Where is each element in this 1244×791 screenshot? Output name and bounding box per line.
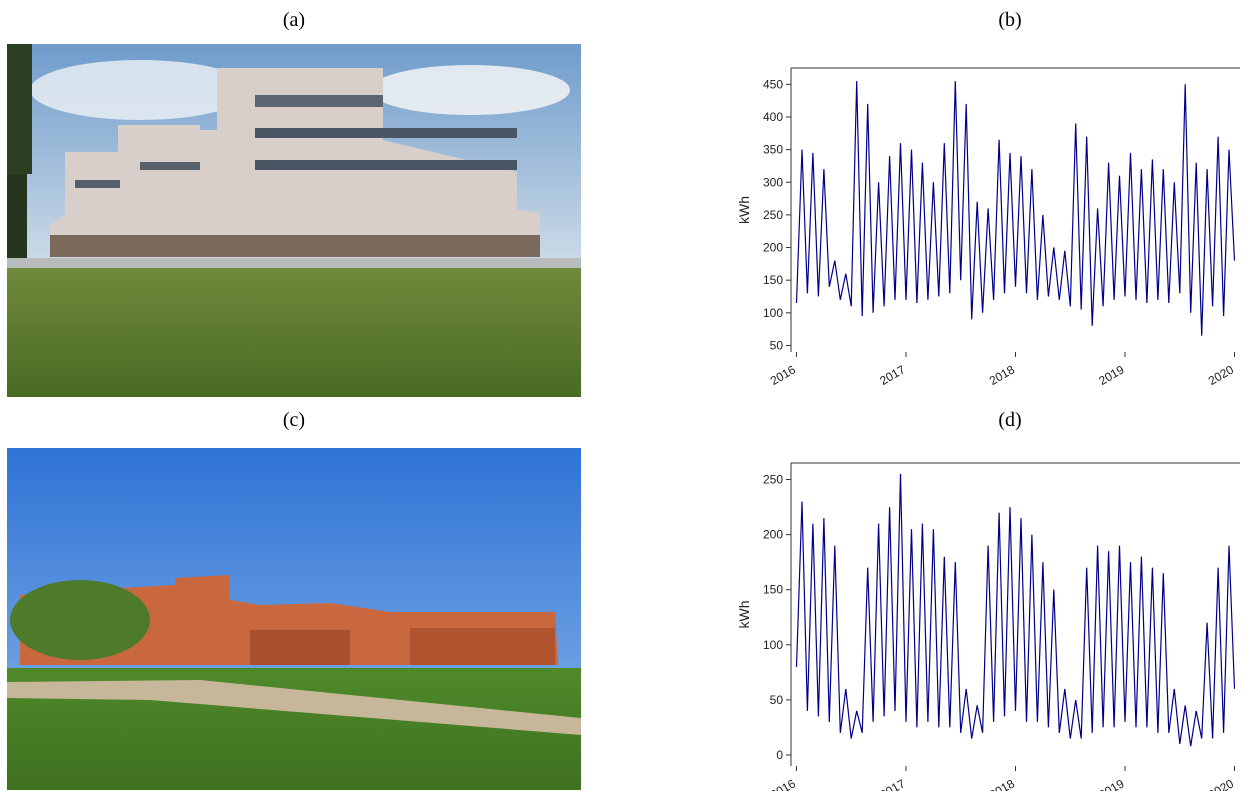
y-tick-label: 0 [776,748,783,762]
y-tick-label: 200 [763,528,783,542]
x-tick-label: 2020 [1206,362,1236,388]
panel-label: (a) [283,9,305,31]
x-tick-label: 2019 [1096,362,1126,388]
y-tick-label: 50 [770,693,784,707]
x-tick-label: 2016 [768,776,798,791]
y-tick-label: 250 [763,208,783,222]
y-tick-label: 250 [763,473,783,487]
data-line [795,81,1236,336]
x-tick-label: 2017 [877,362,907,388]
x-tick-label: 2020 [1206,776,1236,791]
y-tick-label: 200 [763,241,783,255]
y-tick-label: 100 [763,638,783,652]
x-tick-label: 2018 [987,362,1017,388]
y-tick-label: 300 [763,175,783,189]
panel-label: (d) [998,409,1021,431]
y-tick-label: 100 [763,306,783,320]
y-tick-label: 450 [763,77,783,91]
panel-label: (c) [283,409,305,431]
x-tick-label: 2017 [877,776,907,791]
y-tick-label: 400 [763,110,783,124]
x-tick-label: 2016 [768,362,798,388]
data-line [795,473,1236,747]
x-tick-label: 2018 [987,776,1017,791]
y-axis-label: kWh [736,601,752,629]
y-tick-label: 350 [763,143,783,157]
y-tick-label: 150 [763,273,783,287]
photo-a [7,44,581,397]
y-tick-label: 50 [770,338,784,352]
y-tick-label: 150 [763,583,783,597]
photo-c [7,448,581,790]
x-tick-label: 2019 [1096,776,1126,791]
y-axis-label: kWh [736,196,752,224]
panel-label: (b) [998,9,1021,31]
